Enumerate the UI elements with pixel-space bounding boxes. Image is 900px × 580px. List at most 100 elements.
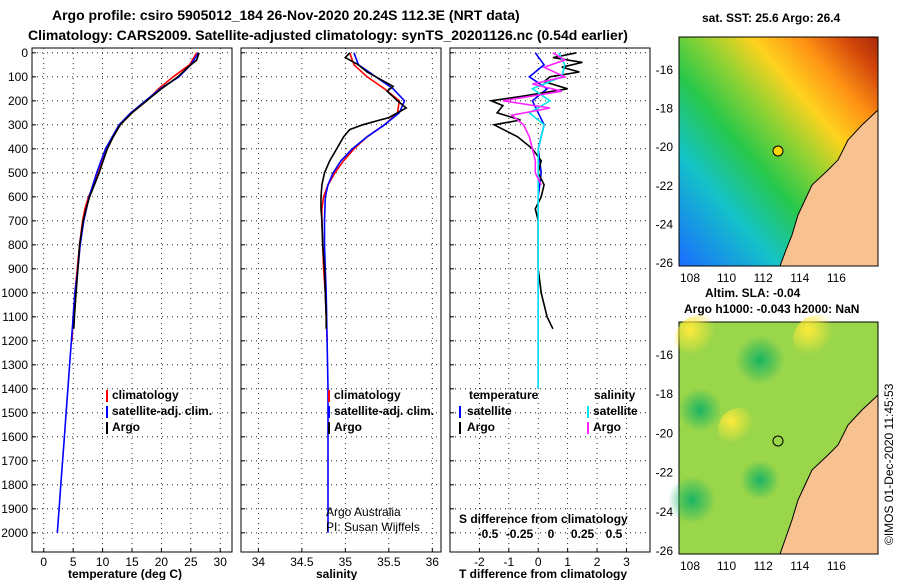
legend-label-t-argo: Argo — [467, 420, 495, 434]
map-lon-label: 116 — [827, 271, 846, 285]
temperature-plot: 0 5 10 15 20 25 30 — [31, 47, 233, 569]
sst-float-marker — [772, 145, 784, 157]
map-lon-label: 108 — [680, 271, 700, 285]
y-tick-label: 1600 — [1, 430, 28, 444]
s-tick-label: 0.25 — [571, 527, 595, 541]
series-line-satellite-adj-clim- — [323, 52, 406, 533]
y-tick-label: 400 — [8, 142, 28, 156]
y-tick-label: 800 — [8, 238, 28, 252]
s-tick-label: -0.5 — [478, 527, 499, 541]
series-line-argo — [73, 52, 200, 329]
sla-anomaly-low — [668, 476, 716, 524]
map-lat-label: -24 — [656, 505, 674, 519]
map-lat-label: -18 — [656, 102, 674, 116]
y-tick-label: 1800 — [1, 478, 28, 492]
x-tick-label: 35.5 — [377, 555, 401, 569]
y-tick-label: 1500 — [1, 406, 28, 420]
sla-float-marker — [772, 435, 784, 447]
sla-anomaly-high — [718, 408, 762, 452]
temperature-xlabel: temperature (deg C) — [68, 567, 182, 580]
legend-title-temperature: temperature — [469, 388, 539, 402]
x-tick-label: 15 — [125, 555, 139, 569]
sst-land — [779, 108, 879, 267]
s-tick-label: 0 — [548, 527, 555, 541]
sst-map-title: sat. SST: 25.6 Argo: 26.4 — [702, 11, 841, 25]
plot-frame — [449, 47, 651, 553]
x-tick-label: 34.5 — [290, 555, 314, 569]
map-lon-label: 110 — [717, 559, 736, 573]
legend-label-argo: Argo — [112, 420, 140, 434]
x-tick-label: 2 — [594, 555, 601, 569]
salinity-legend: climatology satellite-adj. clim. Argo — [328, 388, 434, 434]
x-tick-label: -2 — [474, 555, 485, 569]
map-lat-label: -26 — [656, 544, 674, 558]
map-lon-label: 114 — [790, 559, 809, 573]
sla-anomaly-high — [675, 315, 725, 365]
series-line-s-satellite — [527, 52, 566, 389]
map-lon-label: 114 — [790, 271, 809, 285]
sla-map-title-2: Argo h1000: -0.043 h2000: NaN — [684, 302, 859, 316]
y-tick-label: 1100 — [2, 310, 28, 324]
x-tick-label: 35 — [339, 555, 353, 569]
title-line-2: Climatology: CARS2009. Satellite-adjuste… — [28, 27, 628, 43]
map-lat-label: -18 — [656, 387, 674, 401]
sla-anomaly-high — [793, 315, 843, 365]
y-tick-label: 900 — [8, 262, 28, 276]
legend-label-climatology: climatology — [334, 388, 401, 402]
legend-title-salinity: salinity — [594, 388, 636, 402]
y-tick-label: 0 — [21, 46, 28, 60]
copyright-stamp: ©IMOS 01-Dec-2020 11:45:53 — [882, 383, 896, 545]
y-tick-label: 1200 — [1, 334, 28, 348]
credit-line-2: PI: Susan Wijffels — [326, 520, 420, 534]
x-tick-label: 0 — [40, 555, 47, 569]
x-tick-label: 20 — [155, 555, 169, 569]
map-lon-label: 110 — [717, 271, 736, 285]
sla-anomaly-low — [678, 388, 722, 432]
y-tick-label: 300 — [8, 118, 28, 132]
x-tick-label: 34 — [252, 555, 266, 569]
map-lat-label: -22 — [656, 179, 674, 193]
map-lat-label: -24 — [656, 217, 674, 231]
map-lon-label: 108 — [680, 559, 700, 573]
sla-anomaly-low — [740, 460, 780, 500]
y-tick-label: 200 — [8, 94, 28, 108]
temperature-legend: climatology satellite-adj. clim. Argo — [106, 388, 212, 434]
y-tick-label: 1300 — [1, 358, 28, 372]
depth-axis-labels: 0 100 200 300 400 500 600 700 800 900 1000 1100 1200… — [1, 46, 28, 540]
difference-legend: temperature salinity satellite Argo sate… — [459, 388, 638, 434]
title-line-1: Argo profile: csiro 5905012_184 26-Nov-2… — [52, 7, 520, 23]
map-lon-label: 112 — [754, 271, 773, 285]
y-tick-label: 700 — [8, 214, 28, 228]
y-tick-label: 500 — [8, 166, 28, 180]
series-line-s-argo — [502, 52, 568, 186]
x-tick-label: 10 — [96, 555, 110, 569]
credit-line-1: Argo Australia — [326, 505, 401, 519]
y-tick-label: 1700 — [1, 454, 28, 468]
legend-label-satellite: satellite-adj. clim. — [112, 404, 212, 418]
map-lon-label: 112 — [754, 559, 773, 573]
salinity-xlabel: salinity — [316, 567, 358, 580]
x-tick-label: 1 — [564, 555, 571, 569]
sla-map — [668, 315, 879, 555]
x-tick-label: 3 — [623, 555, 630, 569]
legend-label-satellite: satellite-adj. clim. — [334, 404, 434, 418]
sla-land — [779, 393, 879, 555]
y-tick-label: 2000 — [1, 526, 28, 540]
y-tick-label: 1000 — [1, 286, 28, 300]
s-difference-xlabel: S difference from climatology — [459, 512, 628, 526]
legend-label-argo: Argo — [334, 420, 362, 434]
y-tick-label: 100 — [8, 70, 28, 84]
legend-label-s-argo: Argo — [593, 420, 621, 434]
sla-map-title-1: Altim. SLA: -0.04 — [705, 286, 801, 300]
map-lon-label: 116 — [827, 559, 846, 573]
t-difference-xlabel: T difference from climatology — [459, 567, 627, 580]
legend-label-s-satellite: satellite — [593, 404, 638, 418]
map-lat-label: -16 — [656, 63, 674, 77]
legend-label-t-satellite: satellite — [467, 404, 512, 418]
s-tick-label: 0.5 — [606, 527, 623, 541]
y-tick-label: 600 — [8, 190, 28, 204]
map-lat-label: -20 — [656, 426, 674, 440]
sst-map — [678, 36, 879, 267]
map-axis-labels: -16 -18 -20 -22 -24 -26 108 110 112 114 116 -16 -18 -… — [656, 63, 847, 573]
